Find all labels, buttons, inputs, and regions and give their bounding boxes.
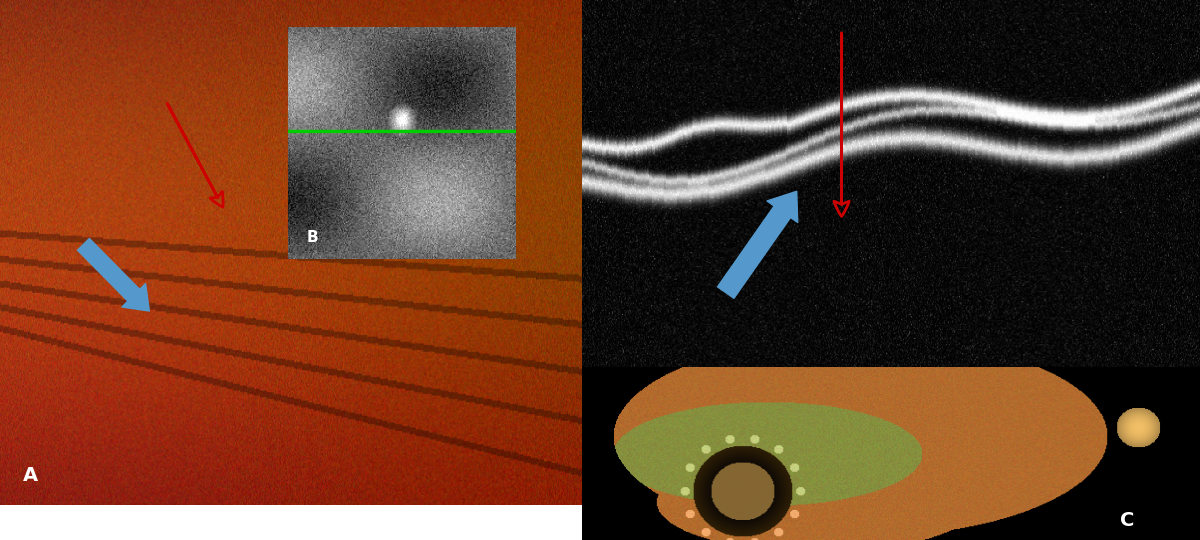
Text: A: A	[23, 465, 38, 485]
Text: C: C	[1120, 511, 1134, 530]
Text: B: B	[306, 230, 318, 245]
